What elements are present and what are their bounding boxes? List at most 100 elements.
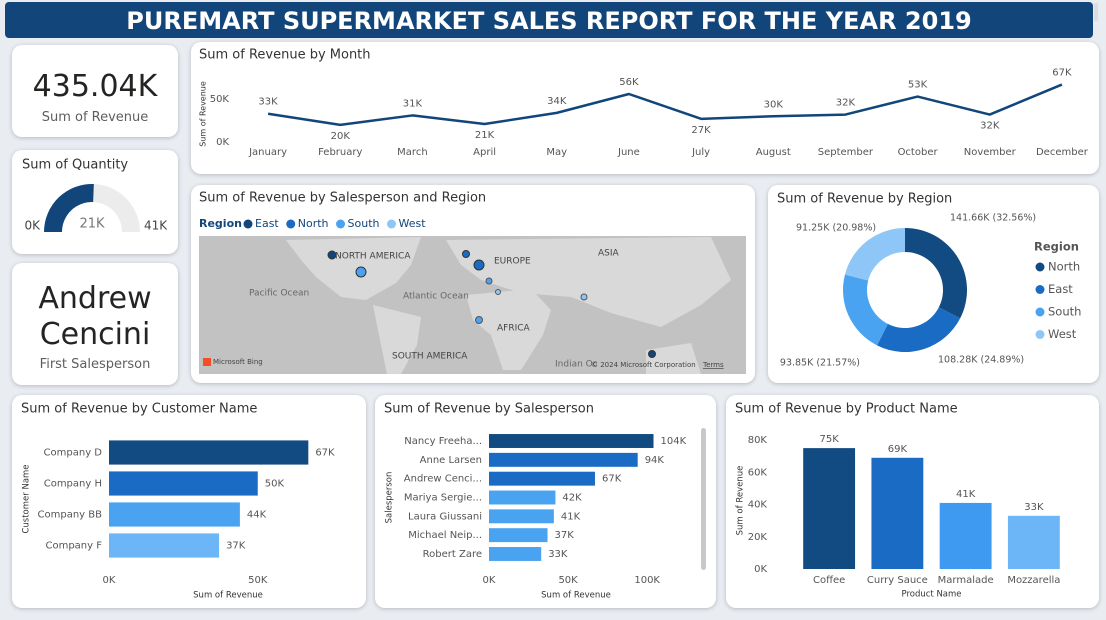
salesperson-panel: Sum of Revenue by Salesperson 0K 50K 100K Su… [375, 395, 716, 608]
y-axis-label: Salesperson [385, 472, 395, 524]
land [466, 289, 551, 370]
y-tick-label: 60K [748, 467, 768, 478]
value-label: 104K [661, 436, 687, 447]
chart-title: Sum of Quantity [22, 158, 128, 173]
value-label: 20K [331, 131, 351, 142]
value-label: 41K [956, 489, 976, 500]
donut-segment [905, 228, 967, 319]
legend-dot [1035, 285, 1045, 294]
map-provider: Microsoft Bing [213, 358, 263, 366]
legend-dot [336, 219, 346, 229]
land [286, 237, 421, 300]
donut-segment [877, 307, 961, 352]
x-tick-label: February [318, 147, 362, 158]
value-label: 67K [602, 474, 622, 485]
legend-label: South [348, 217, 380, 230]
y-axis-label: Sum of Revenue [736, 466, 746, 536]
donut-chart: Sum of Revenue by Region 141.66K (32.56%)… [777, 192, 1081, 369]
map-visual: Sum of Revenue by Salesperson and Region… [199, 191, 746, 374]
value-label: 37K [555, 530, 575, 541]
bar-chart: Sum of Revenue by Customer Name 0K 50K Sum … [21, 402, 335, 601]
chart-title: Sum of Revenue by Region [777, 192, 952, 207]
chart-title: Sum of Revenue by Salesperson [384, 402, 594, 417]
bar-chart: Sum of Revenue by Salesperson 0K 50K 100K Su… [384, 402, 687, 601]
map-label: Atlantic Ocean [403, 292, 469, 302]
bing-logo [203, 358, 211, 366]
map-copyright: © 2024 Microsoft Corporation [591, 361, 696, 369]
x-tick-label: November [964, 147, 1017, 158]
map-label: Indian Oc [555, 360, 598, 370]
land [646, 343, 701, 374]
y-axis-label: Sum of Revenue [199, 81, 208, 147]
bar [939, 502, 992, 569]
bubble [485, 277, 493, 285]
legend-label: East [255, 217, 279, 230]
y-tick-label: Company F [45, 541, 102, 552]
value-label: 141.66K (32.56%) [950, 213, 1036, 224]
legend-label: North [1048, 260, 1080, 274]
bubble [648, 350, 656, 358]
bar [109, 440, 309, 465]
legend-label: West [1048, 327, 1077, 341]
map-label: AFRICA [497, 324, 531, 334]
map-terms: Terms [702, 361, 724, 369]
y-tick-label: Mariya Sergie... [404, 493, 482, 504]
bubble [580, 293, 588, 301]
map-label: ASIA [598, 249, 620, 259]
value-label: 53K [908, 80, 928, 91]
y-tick-label: 40K [748, 500, 768, 511]
map-panel: Sum of Revenue by Salesperson and Region… [191, 185, 755, 383]
donut-segment [844, 228, 905, 281]
x-tick-label: 0K [483, 575, 496, 586]
map-label: NORTH AMERICA [335, 252, 411, 262]
bubble [475, 316, 483, 324]
value-label: 94K [645, 455, 665, 466]
x-tick-label: August [756, 147, 791, 158]
value-label: 67K [315, 448, 335, 459]
card-label: First Salesperson [39, 357, 151, 372]
x-tick-label: March [397, 147, 427, 158]
x-tick-label: June [617, 147, 640, 158]
x-tick-label: April [473, 147, 496, 158]
legend-label: West [398, 217, 426, 230]
map-bubbles [327, 250, 656, 358]
value-label: 37K [226, 541, 246, 552]
y-tick-label: 80K [748, 435, 768, 446]
x-tick-label: September [818, 147, 874, 158]
gauge-value-label: 21K [79, 217, 105, 232]
value-label: 69K [888, 444, 908, 455]
y-tick-label: Company D [44, 448, 103, 459]
value-label: 32K [980, 121, 1000, 132]
revenue-card: 435.04K Sum of Revenue [12, 45, 178, 137]
value-label: 21K [475, 130, 495, 141]
product-panel: Sum of Revenue by Product Name 0K 20K 40K 60… [726, 395, 1099, 608]
card-value: Andrew Cencini [38, 281, 152, 352]
x-axis-label: Product Name [901, 590, 961, 600]
y-tick-label: Michael Neip... [408, 530, 482, 541]
x-tick-label: 50K [248, 575, 268, 586]
bubble [355, 266, 367, 278]
bar [871, 457, 924, 569]
bar [109, 502, 240, 527]
report-title: PUREMART SUPERMARKET SALES REPORT FOR TH… [5, 2, 1093, 38]
value-label: 41K [561, 511, 581, 522]
gauge-range-label: 0K [24, 219, 41, 233]
legend-dot [386, 219, 396, 229]
bubble [462, 250, 470, 258]
scrollbar [701, 428, 706, 570]
map-label: EUROPE [494, 257, 531, 267]
chart-title: Sum of Revenue by Product Name [735, 402, 958, 417]
legend-dot [1035, 307, 1045, 317]
x-tick-label: May [546, 147, 567, 158]
legend-dot [1035, 262, 1045, 272]
y-tick-label: 0K [216, 137, 229, 148]
bar [489, 490, 556, 505]
column-chart: Sum of Revenue by Product Name 0K 20K 40K 60… [735, 402, 1060, 600]
bar [109, 471, 258, 496]
bubble [495, 289, 501, 295]
scrollbar [1094, 3, 1098, 21]
land [373, 305, 421, 374]
legend-label: North [298, 217, 329, 230]
line-chart: Sum of Revenue by Month Sum of Revenue 0K 5… [199, 48, 1089, 159]
x-tick-label: January [248, 147, 287, 158]
